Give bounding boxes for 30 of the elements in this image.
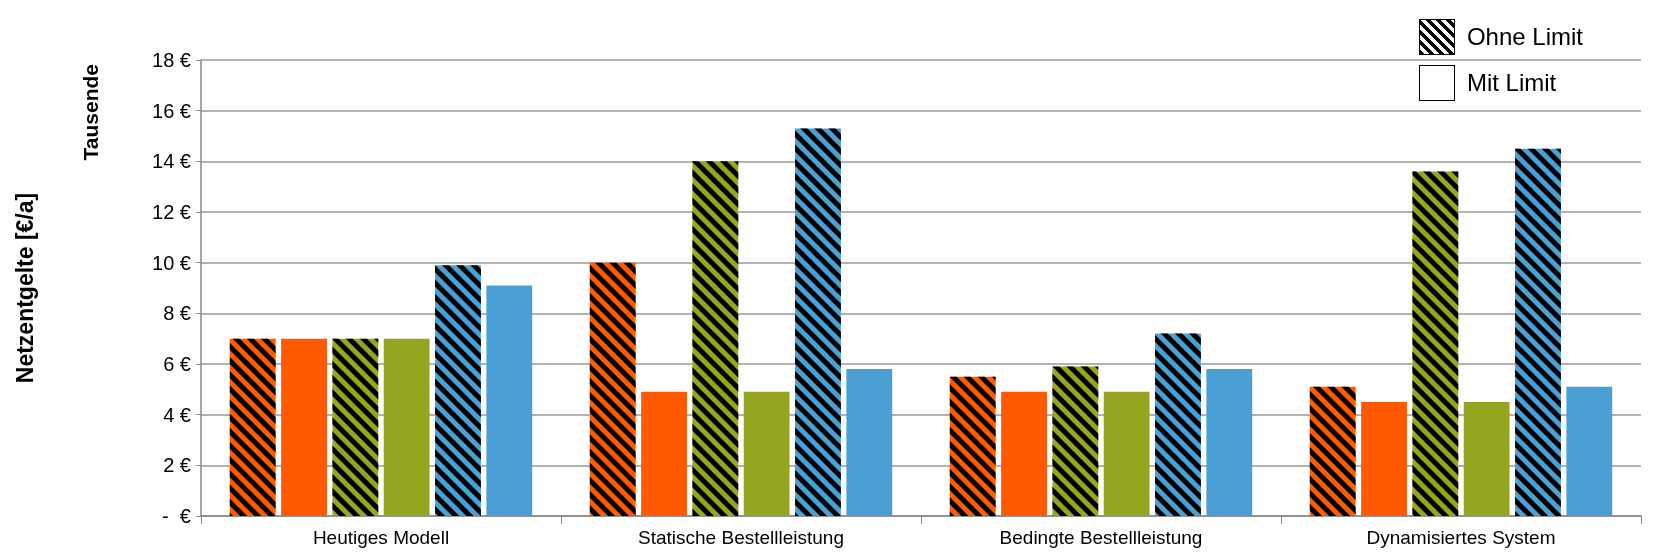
bar bbox=[641, 391, 687, 516]
y-tick-label: - € bbox=[162, 505, 191, 527]
bar bbox=[1566, 386, 1613, 516]
y-tick-label: 2 € bbox=[163, 454, 191, 477]
x-tick-label: Statische Bestellleistung bbox=[638, 527, 844, 548]
y-tick-label: 8 € bbox=[163, 302, 191, 325]
bar bbox=[846, 369, 893, 516]
y-tick-label: 18 € bbox=[152, 49, 191, 71]
y-tick-label: 4 € bbox=[163, 403, 191, 426]
x-tick-label: Dynamisiertes System bbox=[1366, 527, 1556, 548]
y-tick-label: 16 € bbox=[152, 99, 191, 122]
y-axis-title: Netzentgelte [€/a] bbox=[11, 192, 38, 384]
annotation: Mit Limit bbox=[1466, 69, 1557, 97]
y-tick-label: 14 € bbox=[152, 150, 191, 173]
text: Tausende bbox=[79, 64, 102, 161]
y-tick-label: 6 € bbox=[163, 353, 191, 375]
text: Ohne Limit bbox=[1466, 23, 1583, 51]
x-tick-label: Bedingte Bestellleistung bbox=[999, 527, 1203, 548]
bar bbox=[486, 285, 533, 516]
bar bbox=[1103, 391, 1150, 516]
bar bbox=[281, 338, 327, 516]
bar bbox=[1463, 402, 1510, 516]
y-tick-label: 10 € bbox=[152, 251, 191, 274]
y-tick-label: 12 € bbox=[152, 201, 191, 223]
bar bbox=[1361, 402, 1407, 516]
bar bbox=[383, 338, 430, 516]
x-tick-label: Heutiges Modell bbox=[312, 527, 450, 548]
bar bbox=[1206, 369, 1253, 516]
bar bbox=[743, 391, 790, 516]
bar bbox=[1001, 391, 1047, 516]
